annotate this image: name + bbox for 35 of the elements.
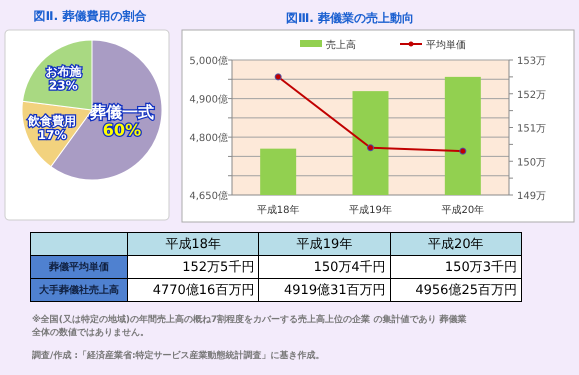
text: 4956億25百万円 bbox=[390, 278, 522, 302]
slice-label: 飲食費用 bbox=[27, 114, 76, 128]
legend-label: 売上高 bbox=[326, 39, 356, 51]
x-tick-label: 平成19年 bbox=[349, 204, 392, 216]
x-tick-label: 平成18年 bbox=[256, 204, 300, 216]
text: ※全国(又は特定の地域)の年間売上高の概ね7割程度をカバーする売上高上位の企業 の集計値であり 葬儀業全体の数値ではありません。 bbox=[32, 314, 468, 340]
category-label: 平成18年 bbox=[165, 237, 221, 252]
y-tick-label: 4,900億 bbox=[189, 94, 228, 106]
text: 葬儀平均単価 bbox=[30, 256, 128, 278]
y2-tick-label: 149万 bbox=[517, 191, 546, 202]
y2-tick-label: 153万 bbox=[517, 56, 546, 67]
text: 4919億31百万円 bbox=[258, 278, 390, 302]
chart-title: 図Ⅱ. 葬儀費用の割合 bbox=[34, 9, 148, 23]
y2-tick-label: 152万 bbox=[517, 90, 546, 101]
y2-tick-label: 150万 bbox=[517, 157, 546, 168]
text: 150万4千円 bbox=[258, 256, 390, 278]
y2-tick-label: 151万 bbox=[517, 124, 546, 134]
category-label: 平成19年 bbox=[296, 237, 352, 252]
legend-label: 平均単価 bbox=[426, 39, 466, 51]
chart-title: 図Ⅲ. 葬儀業の売上動向 bbox=[286, 11, 414, 25]
slice-label: 葬儀一式 bbox=[88, 102, 154, 122]
data-label: 17% bbox=[38, 128, 67, 142]
data-label: 23% bbox=[48, 78, 78, 92]
text: 大手葬儀社売上高 bbox=[30, 278, 128, 302]
category-label: 平成20年 bbox=[428, 237, 484, 252]
text: 4770億16百万円 bbox=[128, 278, 259, 302]
text: 152万5千円 bbox=[128, 256, 259, 278]
slice-label: お布施 bbox=[45, 64, 82, 78]
x-tick-label: 平成20年 bbox=[441, 204, 484, 216]
text: 調査/作成 :「経済産業省:特定サービス産業動態統計調査」に基き作成。 bbox=[32, 350, 326, 363]
y-tick-label: 5,000億 bbox=[189, 55, 228, 67]
data-label: 60% bbox=[102, 120, 142, 140]
y-tick-label: 4,650億 bbox=[189, 190, 228, 202]
y-tick-label: 4,800億 bbox=[189, 132, 228, 144]
text: 150万3千円 bbox=[390, 256, 522, 278]
